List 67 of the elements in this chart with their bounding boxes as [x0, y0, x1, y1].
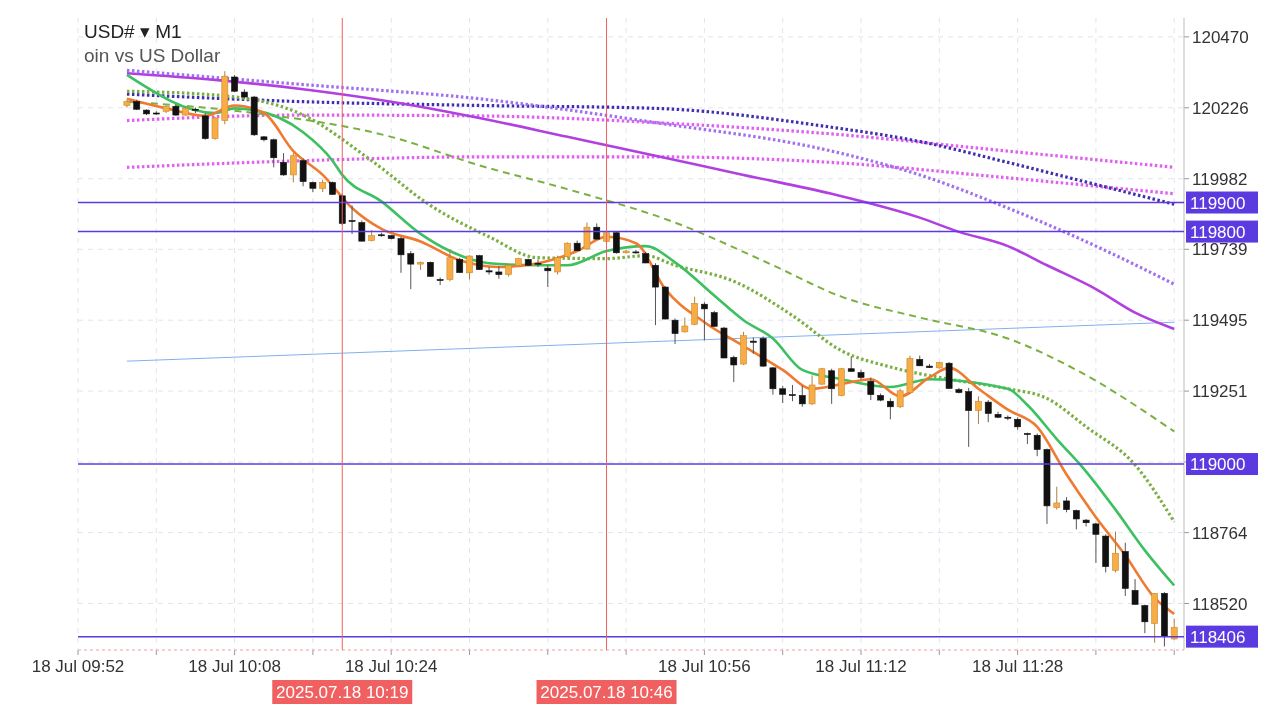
line-series [125, 71, 1176, 331]
candlestick [397, 236, 405, 274]
candlestick [769, 366, 777, 396]
candlestick [495, 265, 503, 280]
x-tick-label: 18 Jul 10:56 [658, 657, 751, 676]
line-series [125, 92, 1176, 206]
x-tick-label: 18 Jul 10:08 [188, 657, 281, 676]
candlestick [887, 397, 894, 420]
candlestick [348, 204, 356, 235]
candlestick [280, 152, 287, 177]
candlestick [554, 255, 561, 276]
candlestick [407, 250, 415, 290]
candlestick [652, 262, 659, 326]
candlestick [896, 388, 904, 409]
y-tick-label: 120226 [1192, 98, 1249, 118]
ref-line-label: 118406 [1190, 627, 1246, 647]
y-tick-label: 119495 [1192, 311, 1248, 331]
candlestick [299, 158, 307, 187]
x-tick-label: 18 Jul 09:52 [31, 657, 125, 676]
candlestick [358, 220, 366, 242]
candlestick [1141, 604, 1149, 634]
candlestick [466, 254, 473, 281]
candlestick [1033, 433, 1041, 457]
candlestick [583, 222, 591, 251]
candlestick [1112, 530, 1119, 573]
candlestick [798, 385, 806, 408]
ref-line-label: 119900 [1190, 193, 1246, 213]
candlestick [828, 368, 835, 405]
x-tick-label: 18 Jul 11:28 [971, 657, 1064, 676]
ref-line-label: 119800 [1190, 222, 1246, 242]
candlestick [701, 301, 708, 341]
text: oin vs US Dollar [84, 45, 221, 66]
line-series [125, 155, 1176, 196]
candlestick [446, 248, 454, 282]
candlestick [289, 152, 297, 183]
ref-line-label: 2025.07.18 10:19 [276, 683, 409, 702]
x-tick-label: 18 Jul 10:24 [344, 657, 438, 676]
y-tick-label: 119251 [1192, 382, 1248, 402]
candlestick [965, 387, 973, 448]
candlestick [691, 296, 698, 326]
candlestick [730, 355, 738, 383]
candlestick [1053, 486, 1061, 511]
candlestick [1131, 578, 1139, 606]
candlestick [270, 138, 278, 168]
candlestick [485, 266, 493, 276]
candlestick [201, 112, 209, 141]
ref-line-label: 2025.07.18 10:46 [540, 683, 673, 702]
chart-title: USD# ▾ M1 [84, 21, 182, 42]
ref-line-label: 119000 [1190, 455, 1246, 475]
candlestick [534, 258, 542, 268]
candlestick [1082, 518, 1090, 528]
candlestick [671, 317, 679, 345]
line-series [125, 68, 1176, 286]
y-tick-label: 118520 [1192, 594, 1248, 614]
y-tick-label: 119982 [1192, 169, 1248, 189]
candlestick [975, 395, 982, 425]
candlestick [808, 374, 816, 406]
y-tick-label: 119739 [1192, 240, 1248, 260]
candlestick [436, 276, 444, 286]
candlestick [1092, 522, 1100, 564]
y-tick-label: 120470 [1192, 27, 1249, 47]
x-tick-label: 18 Jul 11:12 [815, 657, 907, 676]
line-series [125, 89, 1176, 524]
candlestick [984, 399, 992, 423]
candlestick [867, 376, 875, 401]
y-tick-label: 118764 [1192, 523, 1248, 543]
candlestick [544, 264, 552, 288]
